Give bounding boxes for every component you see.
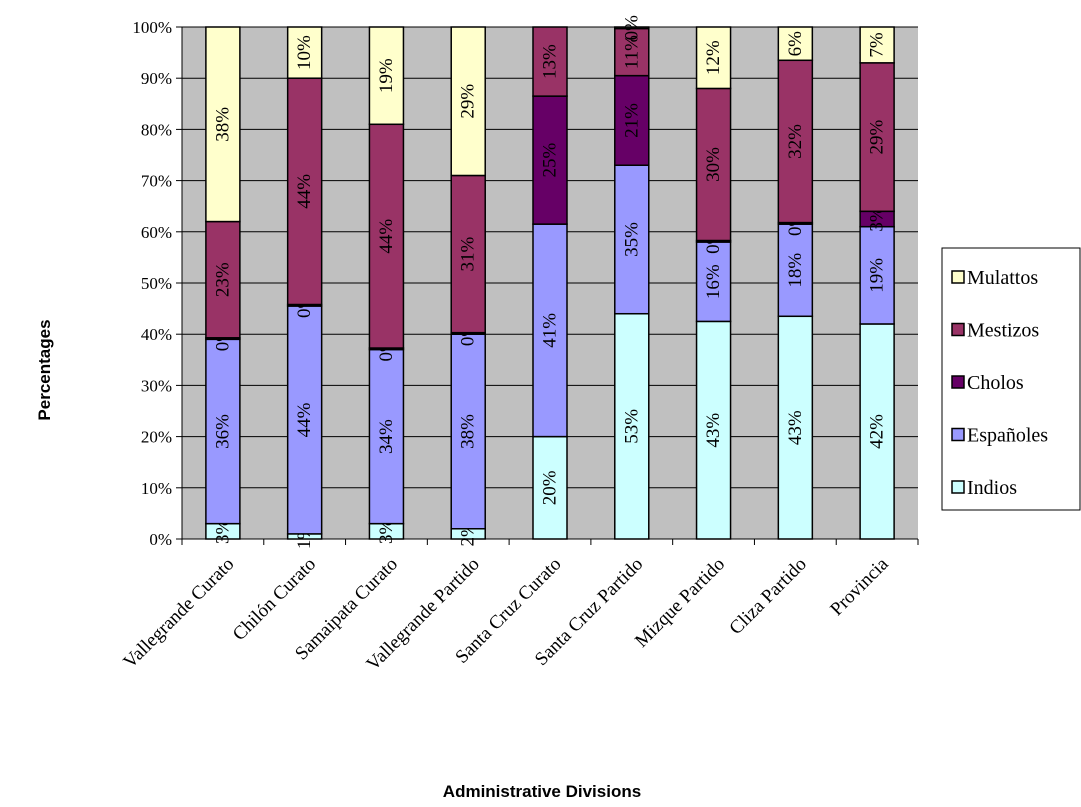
- data-label: 36%: [212, 414, 233, 449]
- legend-box: [941, 247, 1081, 511]
- legend-label: Indios: [967, 477, 1017, 499]
- data-label: 3%: [867, 206, 888, 232]
- bar-segment: [614, 164, 650, 315]
- data-label: 29%: [458, 84, 479, 119]
- bar-segment: [859, 323, 895, 540]
- data-label: 21%: [621, 103, 642, 138]
- data-label: 34%: [376, 419, 397, 454]
- bar-segment: [695, 241, 732, 323]
- data-label: 38%: [212, 107, 233, 142]
- y-tick-label: 30%: [141, 376, 172, 395]
- data-label: 3%: [212, 518, 233, 544]
- data-label: 11%: [621, 35, 642, 69]
- legend-label: Mulattos: [967, 267, 1038, 289]
- y-tick-label: 50%: [141, 274, 172, 293]
- x-axis-label: Administrative Divisions: [443, 782, 641, 801]
- data-label: 38%: [458, 414, 479, 449]
- data-label: 6%: [785, 31, 806, 57]
- bar-segment: [450, 26, 486, 177]
- bar-segment: [205, 26, 241, 223]
- data-label: 18%: [785, 253, 806, 288]
- bar-segment: [286, 26, 323, 79]
- data-label: 23%: [212, 262, 233, 297]
- legend-swatch: [951, 322, 965, 337]
- data-label: 41%: [540, 313, 561, 348]
- bars: 3%36%0%23%38%1%44%0%44%10%3%34%0%44%19%2…: [205, 15, 895, 549]
- legend-label: Cholos: [967, 372, 1024, 394]
- data-label: 53%: [621, 409, 642, 444]
- legend-swatch: [951, 375, 965, 389]
- bar-segment: [286, 77, 323, 306]
- bar-segment: [532, 26, 568, 97]
- y-tick-labels: 0% 10% 20% 30% 40% 50% 60% 70% 80% 90% 100%: [132, 18, 172, 549]
- bar-segment: [777, 26, 814, 62]
- legend-swatch: [951, 427, 965, 442]
- legend-swatch: [951, 270, 965, 284]
- y-tick-label: 40%: [141, 325, 172, 344]
- data-label: 44%: [376, 219, 397, 254]
- data-label: 42%: [867, 414, 888, 449]
- data-label: 20%: [540, 470, 561, 505]
- data-label: 0%: [621, 15, 642, 40]
- data-label: 10%: [294, 35, 315, 70]
- data-label: 44%: [294, 402, 315, 437]
- data-label: 30%: [703, 147, 724, 182]
- bar-segment: [368, 123, 405, 349]
- data-label: 3%: [376, 518, 397, 544]
- data-label: 29%: [867, 119, 888, 154]
- bar-segment: [695, 87, 732, 242]
- bar-segment: [205, 338, 241, 525]
- y-tick-label: 90%: [141, 69, 172, 88]
- y-tick-label: 100%: [132, 18, 172, 37]
- data-label: 19%: [867, 258, 888, 293]
- legend-swatch: [951, 480, 965, 494]
- bar-segment: [859, 26, 895, 64]
- data-label: 16%: [703, 264, 724, 299]
- y-axis-label: Percentages: [35, 319, 54, 420]
- legend-label: Mestizos: [967, 320, 1039, 342]
- bar-segment: [859, 62, 895, 213]
- data-label: 43%: [785, 410, 806, 445]
- data-label: 19%: [376, 58, 397, 93]
- data-label: 25%: [540, 143, 561, 178]
- data-label: 32%: [785, 124, 806, 159]
- data-label: 44%: [294, 174, 315, 209]
- bar-segment: [450, 333, 486, 530]
- bar-segment: [368, 348, 405, 525]
- legend-label: Españoles: [967, 425, 1048, 447]
- bar-segment: [368, 26, 405, 126]
- data-label: 7%: [867, 32, 888, 58]
- data-label: 13%: [540, 44, 561, 79]
- data-label: 31%: [458, 236, 479, 271]
- bar-segment: [695, 26, 732, 90]
- bar-segment: [614, 26, 650, 30]
- y-tick-label: 20%: [141, 428, 172, 447]
- legend: Mulattos Mestizos Cholos Españoles Indios: [941, 247, 1081, 511]
- y-tick-label: 60%: [141, 223, 172, 242]
- bar-segment: [614, 74, 650, 166]
- data-label: 43%: [703, 413, 724, 448]
- y-tick-label: 0%: [149, 530, 172, 549]
- data-label: 12%: [703, 40, 724, 75]
- y-tick-label: 10%: [141, 479, 172, 498]
- y-tick-label: 80%: [141, 120, 172, 139]
- y-tick-label: 70%: [141, 172, 172, 191]
- bar-segment: [205, 220, 241, 339]
- data-label: 35%: [621, 222, 642, 257]
- axes: [176, 26, 919, 545]
- bar-segment: [532, 223, 568, 438]
